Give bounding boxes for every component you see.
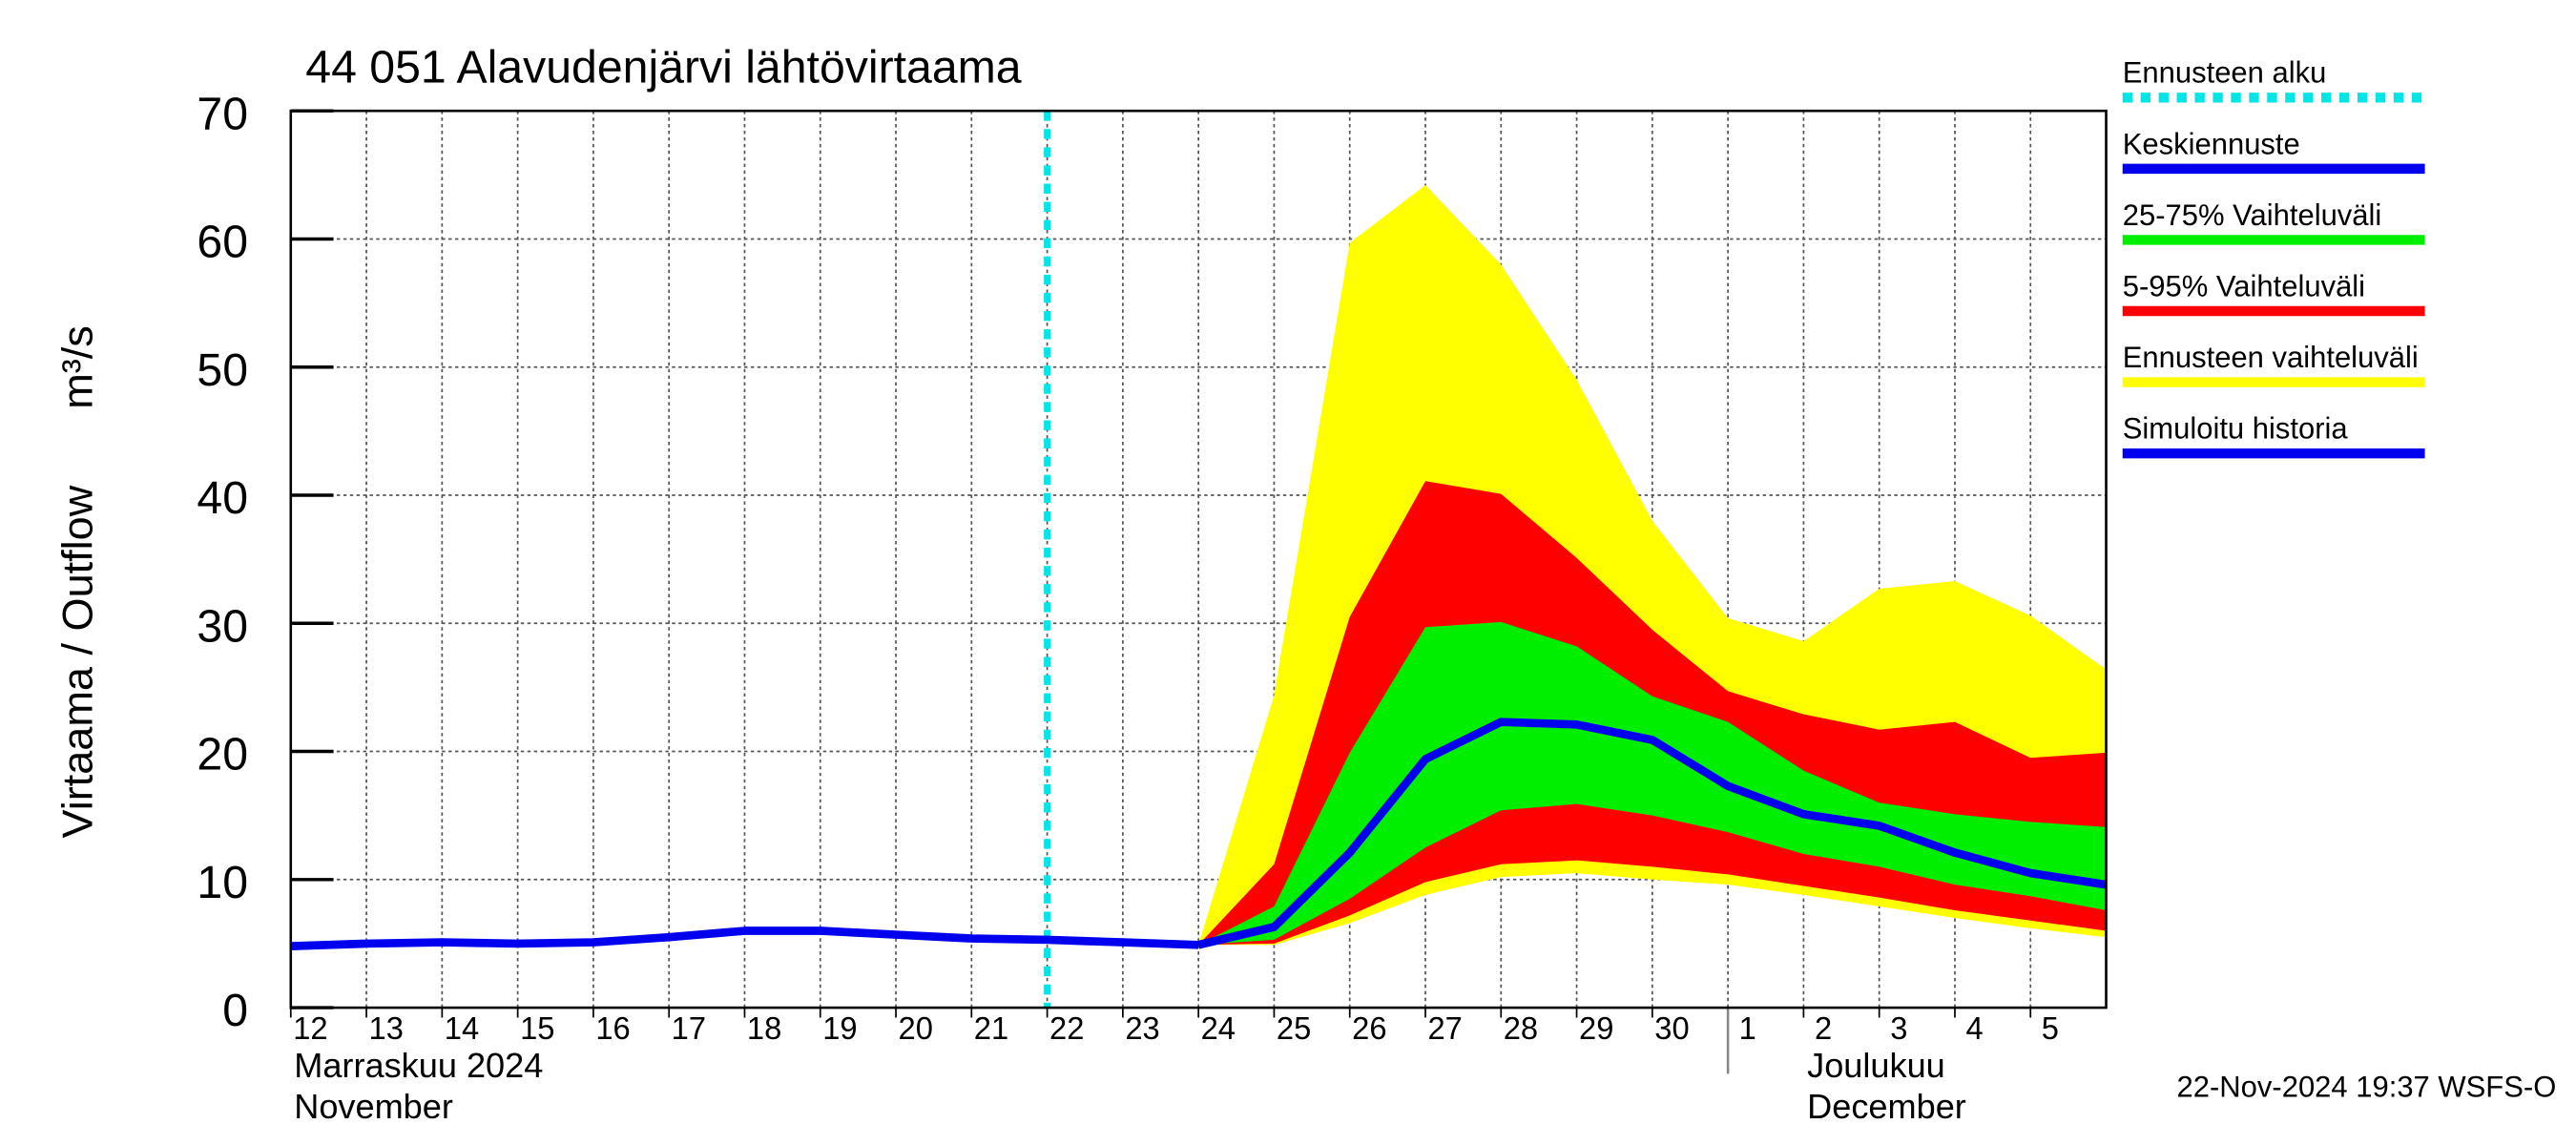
month-label: Joulukuu [1807, 1046, 1945, 1085]
x-tick-label: 12 [293, 1010, 327, 1046]
y-axis-label: Virtaama / Outflow [53, 485, 102, 838]
month-label: Marraskuu 2024 [294, 1046, 543, 1085]
x-tick-label: 29 [1579, 1010, 1613, 1046]
legend-label: Keskiennuste [2123, 127, 2300, 160]
x-tick-label: 3 [1890, 1010, 1907, 1046]
plot-frame [289, 109, 2108, 1010]
band [1198, 621, 2107, 946]
legend-label: Simuloitu historia [2123, 411, 2349, 445]
y-tick-label: 70 [197, 88, 248, 139]
x-tick-label: 21 [974, 1010, 1008, 1046]
x-tick-label: 1 [1739, 1010, 1756, 1046]
x-tick-label: 4 [1966, 1010, 1984, 1046]
y-tick-label: 10 [197, 857, 248, 908]
x-tick-label: 15 [520, 1010, 554, 1046]
x-tick-label: 14 [445, 1010, 479, 1046]
x-tick-label: 25 [1277, 1010, 1311, 1046]
y-axis-unit: m³/s [53, 325, 102, 409]
y-tick-label: 50 [197, 344, 248, 396]
x-tick-label: 17 [672, 1010, 706, 1046]
x-tick-label: 13 [369, 1010, 404, 1046]
x-tick-label: 20 [899, 1010, 933, 1046]
chart-title: 44 051 Alavudenjärvi lähtövirtaama [305, 42, 1021, 94]
x-tick-label: 18 [747, 1010, 781, 1046]
x-tick-label: 16 [595, 1010, 630, 1046]
x-tick-label: 19 [822, 1010, 857, 1046]
x-tick-label: 26 [1352, 1010, 1386, 1046]
legend-label: Ennusteen vaihteluväli [2123, 341, 2419, 374]
y-tick-label: 20 [197, 728, 248, 780]
y-tick-label: 60 [197, 216, 248, 267]
x-tick-label: 30 [1654, 1010, 1689, 1046]
x-tick-label: 22 [1049, 1010, 1084, 1046]
month-label: November [294, 1087, 453, 1126]
x-tick-label: 27 [1427, 1010, 1462, 1046]
y-tick-label: 30 [197, 600, 248, 652]
line [1197, 718, 2108, 949]
y-tick-label: 40 [197, 472, 248, 524]
legend-label: 25-75% Vaihteluväli [2123, 198, 2382, 232]
y-tick-label: 0 [222, 985, 248, 1036]
x-tick-label: 23 [1125, 1010, 1159, 1046]
month-label: December [1807, 1087, 1966, 1126]
legend-label: 5-95% Vaihteluväli [2123, 269, 2365, 302]
legend-label: Ennusteen alku [2123, 56, 2327, 90]
x-tick-label: 5 [2042, 1010, 2059, 1046]
x-tick-label: 24 [1201, 1010, 1236, 1046]
x-tick-label: 28 [1504, 1010, 1538, 1046]
legend: Ennusteen alku Keskiennuste 25-75% Vaihtel… [2123, 56, 2425, 459]
x-tick-label: 2 [1815, 1010, 1832, 1046]
timestamp: 22-Nov-2024 19:37 WSFS-O [2177, 1071, 2557, 1104]
line [290, 926, 1199, 950]
